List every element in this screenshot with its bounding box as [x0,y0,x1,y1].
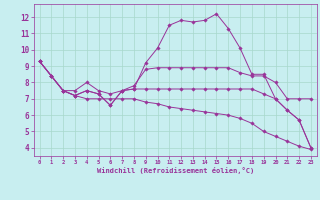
X-axis label: Windchill (Refroidissement éolien,°C): Windchill (Refroidissement éolien,°C) [97,167,254,174]
